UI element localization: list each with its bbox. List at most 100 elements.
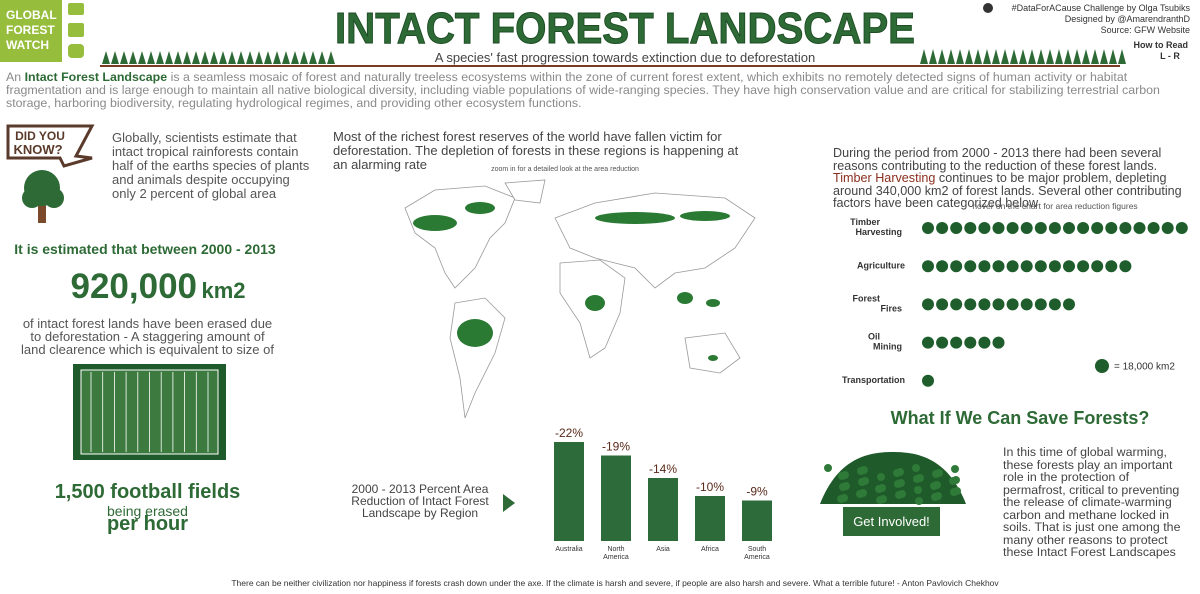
mail-icon[interactable] [68, 3, 84, 15]
intro: An Intact Forest Landscape is a seamless… [6, 71, 1196, 110]
instagram-icon[interactable] [68, 44, 84, 58]
header-tree [992, 49, 1000, 64]
header-tree [327, 51, 335, 64]
header-tree [1109, 49, 1117, 64]
dot [1063, 260, 1075, 273]
how-to-read: L - R [1160, 51, 1180, 61]
legend-label: = 18,000 km2 [1114, 362, 1175, 373]
value-label: -10% [696, 480, 724, 494]
dot-row [922, 260, 1132, 273]
category-label: South America [744, 546, 770, 561]
quote: There can be neither civilization nor ha… [231, 578, 999, 588]
stat-unit: km2 [201, 278, 246, 303]
logo[interactable]: GLOBAL FOREST WATCH [0, 0, 62, 62]
info-icon[interactable] [983, 3, 993, 13]
header-tree [965, 49, 973, 64]
category-label: Australia [555, 546, 582, 553]
hill-tree [931, 493, 939, 501]
get-involved-button[interactable]: Get Involved! [843, 507, 940, 536]
hill-tree [915, 497, 923, 505]
logo-line: GLOBAL [6, 8, 57, 22]
header-tree [1037, 49, 1045, 64]
social-icons [68, 3, 84, 58]
header-tree [210, 51, 218, 64]
hill-tree [876, 496, 884, 504]
dot [1091, 260, 1104, 273]
causes-after: continues to be major problem, depleting… [833, 171, 1182, 210]
per-hour: per hour [106, 513, 189, 535]
cause-label: ForestFires [852, 294, 902, 314]
header-tree [947, 49, 955, 64]
forest-patches [413, 202, 730, 361]
header-tree [219, 51, 227, 64]
header-tree [309, 51, 317, 64]
dot [922, 298, 934, 311]
dot-chart[interactable]: Timber Harvesting Agriculture ForestFires Oi… [820, 210, 1200, 395]
map-text: Most of the richest forest reserves of t… [333, 129, 739, 172]
hill-tree [913, 475, 921, 483]
dot [936, 260, 949, 273]
dot [1105, 260, 1118, 273]
hill-tree [932, 470, 940, 478]
value-label: -9% [746, 485, 768, 499]
header-tree [974, 49, 982, 64]
header-tree [147, 51, 155, 64]
header-tree [300, 51, 308, 64]
header-tree [318, 51, 326, 64]
australia [684, 332, 741, 374]
football-field [73, 364, 226, 460]
logo-line: FOREST [6, 23, 55, 37]
map-note: zoom in for a detailed look at the area … [491, 166, 639, 173]
dot [1161, 222, 1174, 234]
header-tree [282, 51, 290, 64]
dot-row [922, 374, 934, 387]
header-tree [111, 51, 119, 64]
header-tree [1001, 49, 1009, 64]
header-tree [246, 51, 254, 64]
dot [1091, 222, 1104, 234]
hill-tree [914, 486, 922, 494]
dot [950, 336, 963, 349]
header-tree [120, 51, 128, 64]
dot [1034, 222, 1047, 234]
header-tree [1046, 49, 1054, 64]
dot [950, 298, 963, 311]
dot [1133, 222, 1146, 234]
bar [648, 478, 678, 541]
dot [964, 260, 977, 273]
header-tree [1028, 49, 1036, 64]
header-tree [983, 49, 991, 64]
dot [992, 222, 1005, 234]
hill-tree [895, 491, 903, 499]
dot [964, 336, 977, 349]
twitter-icon[interactable] [68, 23, 84, 37]
dot [1105, 222, 1118, 234]
cause-label: Agriculture [857, 261, 905, 271]
dot [1020, 260, 1033, 273]
hill-tree [824, 464, 832, 472]
legend-dot [1095, 359, 1109, 373]
tree-crown [22, 188, 42, 208]
save-title: What If We Can Save Forests? [890, 408, 1150, 428]
dot [1077, 260, 1090, 273]
header-tree [174, 51, 182, 64]
header-tree [138, 51, 146, 64]
world-map[interactable] [395, 178, 775, 443]
header-tree [1091, 49, 1099, 64]
being-erased: being erased [107, 503, 188, 519]
dot [1034, 260, 1047, 273]
header-tree [1082, 49, 1090, 64]
header-tree [165, 51, 173, 64]
dot [922, 336, 934, 349]
dot [922, 260, 934, 273]
header-tree [1118, 49, 1126, 64]
hill-tree [838, 472, 846, 480]
did-you-know-text: Globally, scientists estimate that intac… [112, 130, 310, 201]
header-tree [929, 49, 937, 64]
dot [1020, 222, 1033, 234]
hover-note: hover on the chart for area reduction fi… [972, 201, 1138, 211]
dot [978, 298, 991, 311]
subtitle: A species' fast progression towards exti… [435, 50, 815, 65]
hill-tree [856, 490, 864, 498]
